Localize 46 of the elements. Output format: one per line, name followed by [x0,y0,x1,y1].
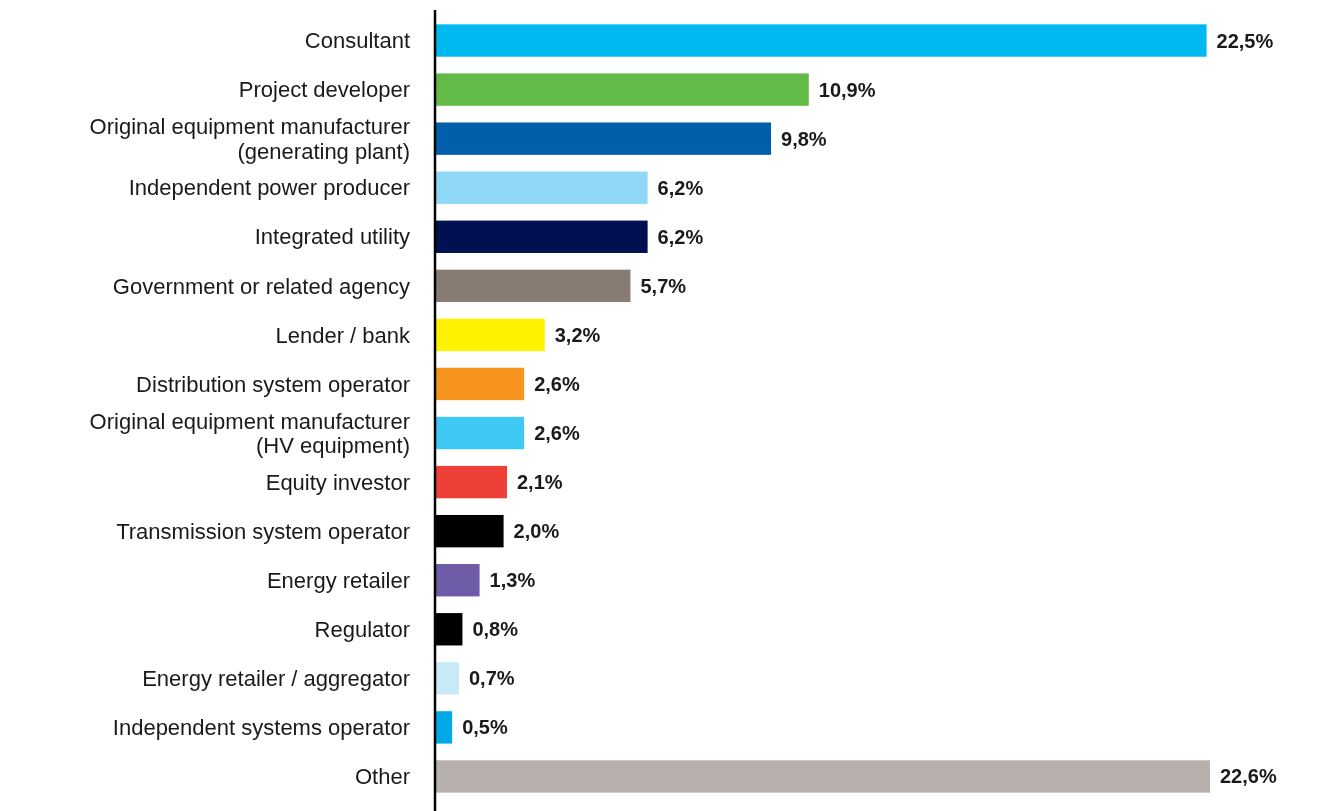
y-tick-label: Energy retailer [266,567,410,593]
y-tick-label: Government or related agency [112,273,410,299]
y-tick-label: Lender / bank [275,322,411,348]
y-tick-label: Original equipment manufacturer (generating plant) [89,114,410,164]
bar [435,662,459,695]
bar [435,416,525,450]
bar [435,711,453,744]
data-label: 1,3% [489,569,536,592]
data-label: 2,6% [534,422,580,445]
bar [435,24,1207,57]
y-tick-label: Distribution system operator [136,371,410,397]
data-label: 22,6% [1220,765,1277,788]
bar [435,318,545,352]
data-label: 5,7% [640,274,687,297]
bar [435,564,480,597]
bar [435,465,508,499]
bar [435,122,772,155]
y-tick-label: Regulator [314,616,410,642]
y-tick-label: Transmission system operator [116,518,410,544]
data-label: 6,2% [657,176,704,199]
data-label: 2,0% [513,520,560,543]
y-tick-label: Integrated utility [254,224,410,250]
data-label: 10,9% [818,78,876,101]
bar [435,171,648,204]
bar [435,220,648,253]
data-label: 2,6% [534,372,580,395]
data-label: 2,1% [517,471,563,494]
y-tick-label: Other [354,764,410,790]
bar [435,73,809,106]
y-tick-label: Independent power producer [128,175,410,201]
data-label: 3,2% [554,323,601,346]
data-label: 9,8% [781,127,827,150]
data-label: 0,8% [472,618,519,641]
y-tick-label: Original equipment manufacturer (HV equipment) [89,408,410,458]
y-tick-label: Project developer [238,77,410,103]
data-label: 0,5% [462,716,508,739]
bar [435,367,525,401]
data-label: 22,5% [1216,29,1274,52]
y-tick-label: Equity investor [265,469,410,495]
y-tick-label: Energy retailer / aggregator [142,666,410,692]
data-label: 6,2% [657,225,704,248]
y-tick-label: Independent systems operator [112,715,410,741]
data-label: 0,7% [469,667,515,690]
y-tick-label: Consultant [304,28,410,54]
bar [435,269,631,303]
bar [435,760,1210,793]
